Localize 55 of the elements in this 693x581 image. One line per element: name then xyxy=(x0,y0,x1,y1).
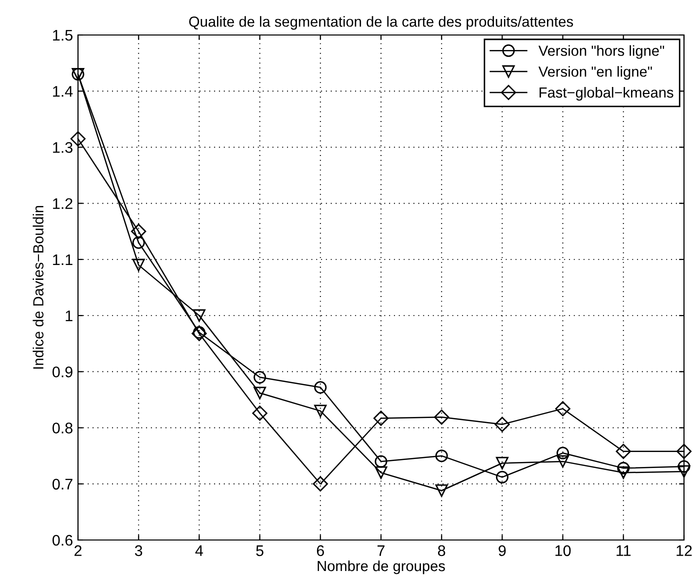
y-tick-label: 1.2 xyxy=(53,198,72,209)
point xyxy=(435,450,448,462)
point xyxy=(434,410,450,425)
chart-title: Qualite de la segmentation de la carte des produits/attentes xyxy=(189,16,574,30)
point xyxy=(132,258,145,272)
point xyxy=(676,444,692,459)
point xyxy=(556,455,570,468)
legend-label: Version "hors ligne" xyxy=(538,45,664,59)
point xyxy=(132,236,145,249)
point xyxy=(616,444,631,459)
x-tick-label: 3 xyxy=(134,545,142,556)
x-tick-label: 10 xyxy=(555,545,571,556)
y-tick-label: 1 xyxy=(66,310,72,322)
x-tick-label: 12 xyxy=(676,545,692,556)
point xyxy=(131,224,146,239)
point xyxy=(678,460,690,473)
point xyxy=(556,446,570,460)
point xyxy=(435,484,448,497)
point xyxy=(314,381,327,394)
point xyxy=(314,404,327,418)
x-tick-label: 8 xyxy=(438,545,446,556)
x-tick-label: 7 xyxy=(378,545,384,556)
legend-label: Version "en ligne" xyxy=(538,66,652,80)
point xyxy=(494,416,510,432)
y-tick-label: 1.5 xyxy=(53,30,72,41)
x-tick-label: 9 xyxy=(498,545,506,556)
x-tick-label: 4 xyxy=(195,545,203,556)
point xyxy=(373,410,389,426)
point xyxy=(252,406,268,421)
legend-label: Fast−global−kmeans xyxy=(540,86,674,101)
y-tick-label: 0.9 xyxy=(52,366,72,378)
point xyxy=(374,455,388,468)
point xyxy=(496,470,508,484)
point xyxy=(254,371,266,384)
x-tick-label: 11 xyxy=(616,545,631,556)
x-axis-title: Nombre de groupes xyxy=(318,560,445,574)
point xyxy=(374,466,388,479)
y-tick-label: 0.7 xyxy=(52,478,72,490)
point xyxy=(254,386,266,400)
point xyxy=(192,309,206,322)
x-tick-label: 6 xyxy=(316,545,324,556)
point xyxy=(617,466,630,479)
point xyxy=(496,456,508,470)
point xyxy=(678,465,690,478)
y-tick-label: 1.3 xyxy=(53,142,72,153)
y-tick-label: 1.1 xyxy=(53,254,72,265)
y-tick-label: 1.4 xyxy=(53,86,73,97)
point xyxy=(617,462,630,474)
point xyxy=(312,476,328,492)
y-tick-label: 0.6 xyxy=(52,534,72,546)
x-tick-label: 2 xyxy=(74,545,82,556)
y-axis-title: Indice de Davies−Bouldin xyxy=(32,206,44,369)
x-tick-label: 5 xyxy=(256,545,264,556)
y-tick-label: 0.8 xyxy=(52,422,72,434)
point xyxy=(555,401,570,416)
